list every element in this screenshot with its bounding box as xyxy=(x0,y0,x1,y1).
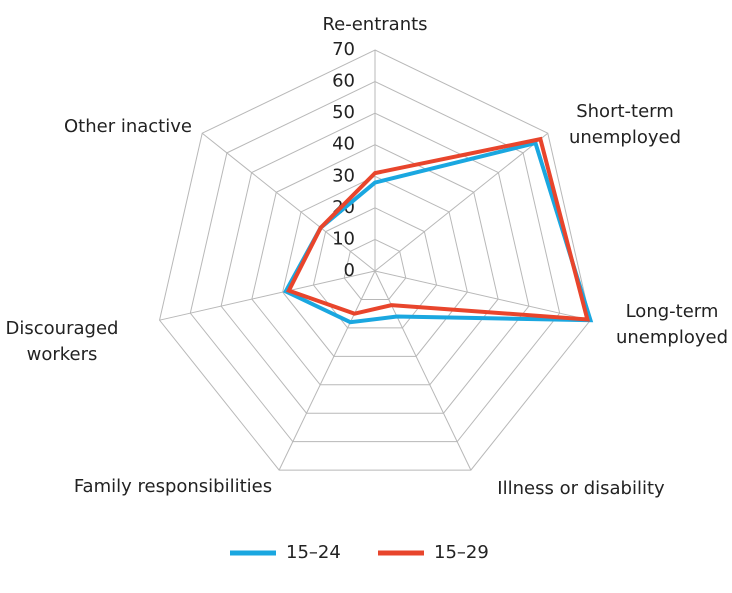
grid-ring xyxy=(312,207,438,329)
spoke xyxy=(374,270,591,321)
legend-item: 15–24 xyxy=(230,542,341,563)
tick-label: 60 xyxy=(332,71,355,92)
spoke xyxy=(374,132,549,272)
tick-label: 40 xyxy=(332,134,355,155)
grid-ring xyxy=(220,112,530,414)
tick-label: 70 xyxy=(332,39,355,60)
category-label: Other inactive xyxy=(64,116,192,137)
spoke xyxy=(374,270,472,471)
grid-ring xyxy=(189,81,561,443)
legend-label: 15–29 xyxy=(434,542,489,563)
category-label: Short-term unemployed xyxy=(568,101,682,148)
category-label: Re-entrants xyxy=(322,14,428,35)
category-label: Illness or disability xyxy=(497,478,665,499)
tick-label: 30 xyxy=(332,165,355,186)
spoke xyxy=(278,270,376,471)
grid-ring xyxy=(282,175,468,357)
tick-label: 50 xyxy=(332,102,355,123)
legend-label: 15–24 xyxy=(286,542,341,563)
grid-ring xyxy=(343,238,407,300)
series-line xyxy=(286,136,591,322)
spoke xyxy=(159,270,376,321)
category-label: Family responsibilities xyxy=(73,476,273,497)
category-label: Long-term unemployed xyxy=(615,301,729,348)
spoke xyxy=(201,132,376,272)
grid-ring xyxy=(251,144,499,386)
legend-item: 15–29 xyxy=(378,542,489,563)
category-label: Discouraged workers xyxy=(5,318,119,365)
tick-label: 0 xyxy=(344,260,355,281)
grid-ring xyxy=(158,49,592,471)
tick-label: 10 xyxy=(332,228,355,249)
